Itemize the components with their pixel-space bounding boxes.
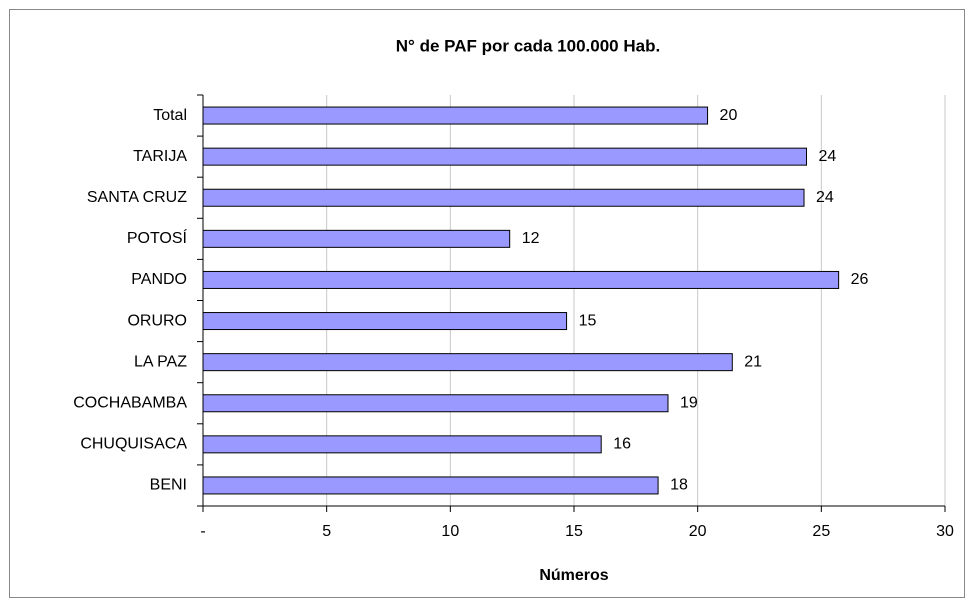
x-tick-label: 25 xyxy=(812,523,830,540)
chart-title: N° de PAF por cada 100.000 Hab. xyxy=(396,36,660,55)
y-tick-label: TARIJA xyxy=(133,148,187,165)
x-axis-title: Números xyxy=(539,567,608,584)
x-tick-label: 5 xyxy=(322,523,331,540)
data-label: 24 xyxy=(816,189,834,206)
data-label: 15 xyxy=(579,312,597,329)
y-tick-label: CHUQUISACA xyxy=(80,436,187,453)
data-label: 12 xyxy=(522,230,540,247)
bar xyxy=(202,229,511,248)
data-label: 18 xyxy=(670,477,688,494)
y-tick-label: SANTA CRUZ xyxy=(87,189,187,206)
x-tick-label: 10 xyxy=(441,523,459,540)
data-label: 20 xyxy=(720,107,738,124)
y-tick-label: Total xyxy=(153,107,187,124)
data-label: 26 xyxy=(851,271,869,288)
bar xyxy=(202,394,669,413)
bar xyxy=(202,435,602,454)
x-tick-label: 15 xyxy=(565,523,583,540)
data-label: 24 xyxy=(818,148,836,165)
bar xyxy=(202,476,659,495)
bar xyxy=(202,106,709,125)
x-tick-label: - xyxy=(200,523,205,540)
bar xyxy=(202,270,840,289)
y-tick-label: PANDO xyxy=(131,271,187,288)
x-tick-label: 20 xyxy=(689,523,707,540)
bar xyxy=(202,188,805,207)
bar xyxy=(202,147,807,166)
y-tick-label: ORURO xyxy=(127,312,187,329)
data-label: 21 xyxy=(744,353,762,370)
bar xyxy=(202,353,733,372)
y-tick-label: BENI xyxy=(150,477,187,494)
y-tick-label: COCHABAMBA xyxy=(73,394,187,411)
y-tick-label: LA PAZ xyxy=(134,353,187,370)
data-label: 19 xyxy=(680,394,698,411)
y-tick-label: POTOSÍ xyxy=(127,228,188,247)
data-label: 16 xyxy=(613,436,631,453)
bar xyxy=(202,312,568,331)
x-tick-label: 30 xyxy=(936,523,954,540)
